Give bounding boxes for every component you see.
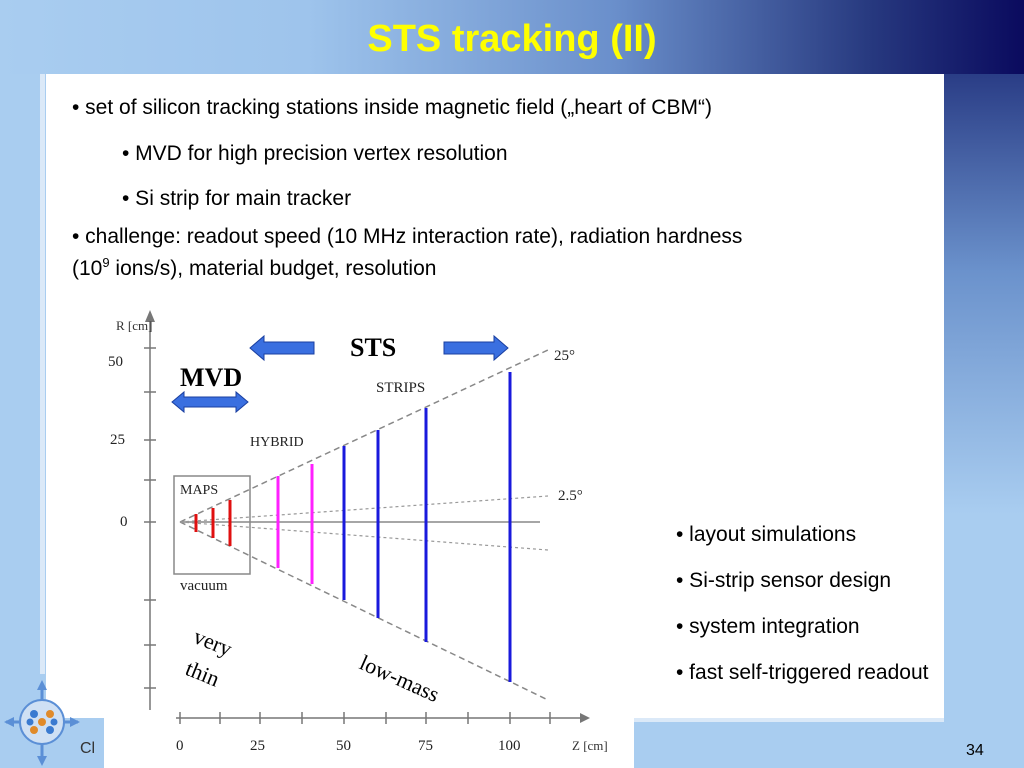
- bullet-challenge: • challenge: readout speed (10 MHz inter…: [72, 225, 743, 248]
- challenge-cont-post: ions/s), material budget, resolution: [109, 257, 437, 280]
- x-tick-25: 25: [250, 738, 265, 754]
- right-accent-band: [944, 74, 1024, 514]
- y-axis-arrow-icon: [145, 310, 155, 322]
- angle-25-label: 25°: [554, 348, 575, 364]
- sts-label: STS: [350, 333, 396, 362]
- low-mass-label: low-mass: [356, 650, 443, 707]
- footer-line: [600, 718, 944, 722]
- x-axis-arrow-icon: [580, 713, 590, 723]
- bullet-challenge-cont: (109 ions/s), material budget, resolutio…: [72, 255, 436, 281]
- angle-2-5-label: 2.5°: [558, 488, 583, 504]
- y-tick-0: 0: [120, 514, 128, 530]
- vacuum-label: vacuum: [180, 578, 228, 594]
- y-tick-50: 50: [108, 354, 123, 370]
- cone-25-lower: [179, 521, 549, 701]
- cone-25-upper: [179, 349, 549, 523]
- bullet-silicon-stations: • set of silicon tracking stations insid…: [72, 96, 712, 119]
- maps-box: [173, 475, 251, 575]
- cone-2-5-lower: [179, 521, 549, 551]
- very-label: very: [190, 623, 236, 661]
- sts-left-arrow-icon: [249, 334, 315, 362]
- sts-right-arrow-icon: [443, 334, 509, 362]
- right-bullet-layout: • layout simulations: [676, 523, 857, 546]
- right-bullet-integration: • system integration: [676, 615, 860, 638]
- page-number: 34: [966, 742, 984, 759]
- right-bullet-sensor: • Si-strip sensor design: [676, 569, 892, 592]
- x-axis-label: Z [cm]: [572, 738, 608, 753]
- y-tick-25: 25: [110, 432, 125, 448]
- x-tick-50: 50: [336, 738, 351, 754]
- right-bullet-readout: • fast self-triggered readout: [676, 661, 929, 684]
- cone-2-5-upper: [179, 495, 549, 523]
- sts-layout-diagram: 50 25 0 R [cm] 0 25 50 75 100 Z [cm] 25°…: [104, 300, 634, 768]
- x-tick-100: 100: [498, 738, 521, 754]
- bullet-mvd: • MVD for high precision vertex resoluti…: [122, 142, 508, 165]
- x-tick-75: 75: [418, 738, 433, 754]
- title-bar: [0, 0, 1024, 74]
- hybrid-label: HYBRID: [250, 435, 304, 450]
- bullet-si-strip: • Si strip for main tracker: [122, 187, 352, 210]
- left-accent-line: [40, 74, 45, 674]
- maps-label: MAPS: [180, 483, 218, 498]
- thin-label: thin: [182, 655, 223, 691]
- slide-title: STS tracking (II): [367, 18, 657, 60]
- strips-label: STRIPS: [376, 380, 425, 396]
- challenge-cont-pre: (10: [72, 257, 103, 280]
- footer-text: Cl: [80, 740, 96, 757]
- cbm-logo-icon: [4, 680, 80, 766]
- mvd-double-arrow-icon: [171, 390, 249, 414]
- x-tick-0: 0: [176, 738, 184, 754]
- mvd-label: MVD: [180, 363, 242, 392]
- challenge-exponent: 9: [102, 255, 110, 270]
- y-axis-label: R [cm]: [116, 318, 152, 333]
